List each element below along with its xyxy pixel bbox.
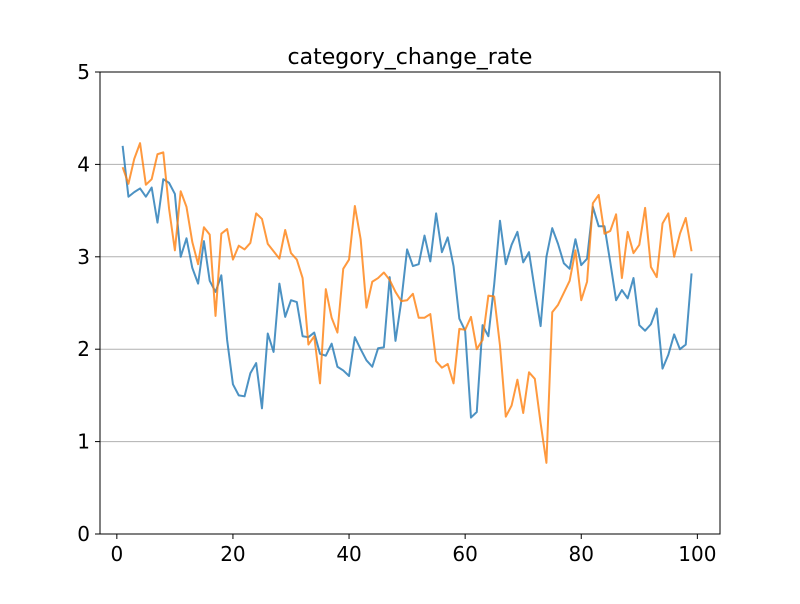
x-tick-label: 0 (110, 542, 123, 566)
y-tick-label: 3 (77, 245, 90, 269)
axes-frame (99, 71, 721, 535)
x-tick-label: 80 (569, 542, 594, 566)
x-tick-label: 20 (220, 542, 245, 566)
y-tick-label: 0 (77, 522, 90, 546)
chart-title: category_change_rate (288, 45, 533, 70)
x-tick-label: 100 (678, 542, 716, 566)
x-tick-label: 60 (452, 542, 477, 566)
series-line-2 (121, 142, 693, 464)
x-tick-label: 40 (336, 542, 361, 566)
series-lines (121, 142, 693, 464)
x-axis: 0 20 40 60 80 100 (110, 534, 716, 566)
y-tick-label: 1 (77, 430, 90, 454)
y-axis: 0 1 2 3 4 5 (77, 60, 100, 546)
y-tick-label: 4 (77, 152, 90, 176)
y-tick-label: 2 (77, 337, 90, 361)
y-tick-label: 5 (77, 60, 90, 84)
